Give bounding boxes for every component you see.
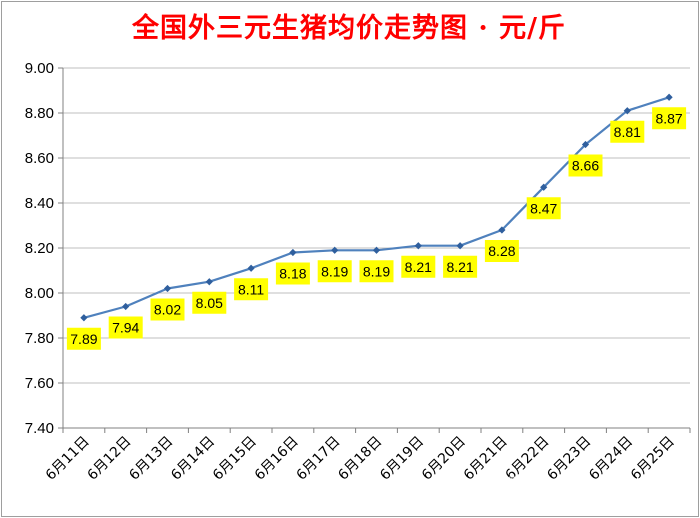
x-tick-label: 6月15日 — [210, 434, 260, 484]
y-tick-label: 9.00 — [25, 60, 54, 77]
data-label: 8.18 — [279, 266, 306, 282]
data-point — [540, 183, 548, 191]
data-label: 8.21 — [405, 259, 432, 275]
series-polyline — [83, 96, 670, 319]
grid-lines — [63, 67, 690, 384]
data-label: 7.94 — [112, 320, 139, 336]
x-tick-label: 6月18日 — [335, 434, 385, 484]
data-label-box — [317, 260, 352, 283]
data-label-box — [401, 255, 436, 278]
x-tick-label: 6月17日 — [294, 434, 344, 484]
wechat-icon — [476, 470, 501, 489]
y-tick-label: 7.80 — [25, 330, 54, 347]
data-label-box — [234, 278, 269, 301]
data-label-box — [359, 260, 394, 283]
x-tick-label: 6月19日 — [377, 434, 427, 484]
data-point — [623, 107, 631, 115]
x-tick-label: 6月13日 — [126, 434, 176, 484]
data-label: 8.28 — [488, 243, 515, 259]
x-tick-label: 6月11日 — [43, 434, 93, 484]
data-label: 8.66 — [572, 158, 599, 174]
data-label: 8.05 — [196, 295, 223, 311]
x-tick-label: 6月20日 — [419, 434, 469, 484]
data-label: 7.89 — [70, 331, 97, 347]
data-label-box — [66, 327, 101, 350]
data-point — [414, 242, 422, 250]
watermark-text: 微信号: shengzhudage — [503, 475, 668, 493]
data-point — [665, 93, 673, 101]
x-tick-label: 6月16日 — [252, 434, 302, 484]
data-point — [163, 284, 172, 293]
data-point — [247, 264, 255, 272]
data-label-box — [526, 197, 561, 220]
data-label: 8.81 — [614, 124, 641, 140]
data-label-box — [150, 298, 185, 321]
data-point — [205, 278, 213, 286]
data-label: 8.02 — [154, 302, 181, 318]
y-tick-label: 8.60 — [25, 150, 54, 167]
data-label: 8.47 — [530, 200, 557, 216]
data-label: 8.11 — [238, 281, 264, 297]
data-label-box — [192, 291, 227, 314]
data-point — [456, 242, 464, 250]
data-labels: 7.89 7.94 8.02 8.05 8.11 8.18 8.19 8.19 8.21 8.21… — [66, 107, 687, 350]
data-label: 8.19 — [321, 263, 348, 279]
y-tick-label: 7.40 — [25, 420, 54, 437]
data-label-box — [275, 262, 310, 285]
data-label-box — [568, 154, 603, 177]
y-tick-label: 8.20 — [25, 240, 54, 257]
y-tick-label: 8.80 — [25, 105, 54, 122]
data-point — [122, 302, 130, 311]
data-label-box — [652, 107, 687, 130]
chart-title: 全国外三元生猪均价走势图 · 元/斤 — [131, 13, 567, 44]
watermark: 微信号: shengzhudage — [476, 470, 668, 493]
data-point — [80, 314, 88, 322]
x-tick-label: 6月14日 — [168, 434, 218, 484]
data-label: 8.21 — [446, 259, 473, 275]
series-line — [80, 93, 673, 322]
data-point — [331, 246, 339, 254]
data-point — [498, 226, 506, 234]
data-label-box — [108, 316, 143, 339]
data-point — [289, 248, 297, 257]
y-tick-label: 8.40 — [25, 195, 54, 212]
data-label-box — [484, 240, 519, 262]
data-label-box — [443, 255, 478, 278]
data-point — [581, 140, 590, 149]
y-tick-label: 7.60 — [25, 375, 54, 392]
data-point — [372, 246, 381, 254]
y-axis-ticks: 7.40 7.60 7.80 8.00 8.20 8.40 8.60 8.80 9.00 — [25, 60, 63, 437]
data-label: 8.87 — [655, 110, 682, 126]
y-tick-label: 8.00 — [25, 285, 54, 302]
x-tick-label: 6月12日 — [85, 434, 135, 484]
data-label-box — [610, 120, 645, 143]
data-label: 8.19 — [363, 263, 390, 279]
